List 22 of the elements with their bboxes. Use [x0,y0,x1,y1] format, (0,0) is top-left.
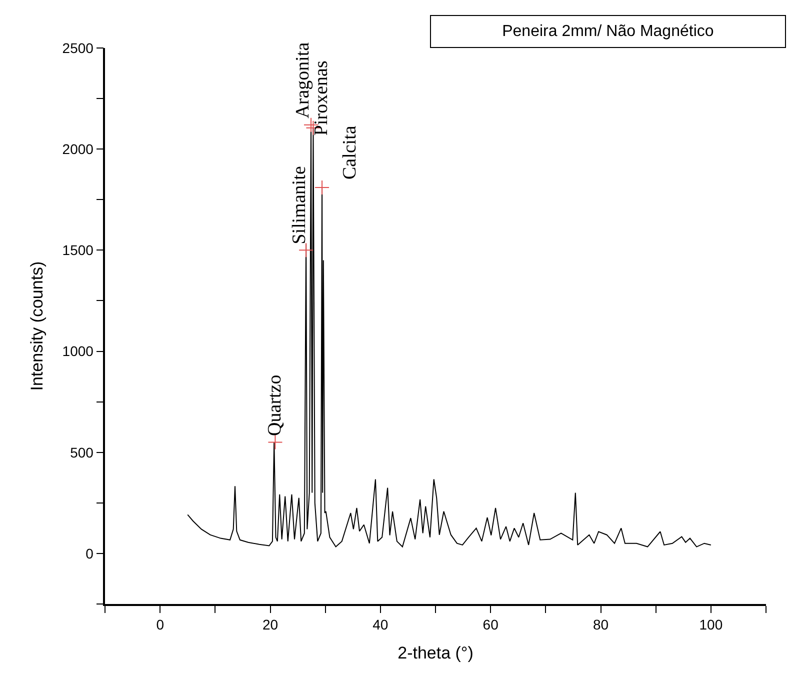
x-tick-label: 100 [699,616,723,633]
annotation: Silimanite [288,166,310,244]
point [314,180,330,196]
annotation: Quartzo [264,374,286,436]
annotation: Aragonita [292,42,314,118]
point [268,434,283,450]
annotation: Calcita [340,125,361,180]
x-tick-label: 60 [482,616,499,633]
y-tick-label: 2000 [62,140,94,157]
y-tick-label: 1000 [62,343,94,360]
y-tick-label: 2500 [62,40,94,56]
x-tick-label: 40 [372,616,388,633]
x-tick-label: 80 [592,616,609,633]
y-tick-label: 0 [86,545,94,562]
point [298,242,314,258]
x-tick-label: 0 [156,616,164,633]
x-axis-title: 2-theta (°) [398,643,474,662]
text: Peneira 2mm/ Não Magnético [502,23,714,40]
y-tick-label: 500 [70,444,94,460]
y-axis-title: Intensity (counts) [27,261,46,391]
x-tick-label: 20 [262,616,278,633]
y-tick-label: 1500 [62,242,94,258]
